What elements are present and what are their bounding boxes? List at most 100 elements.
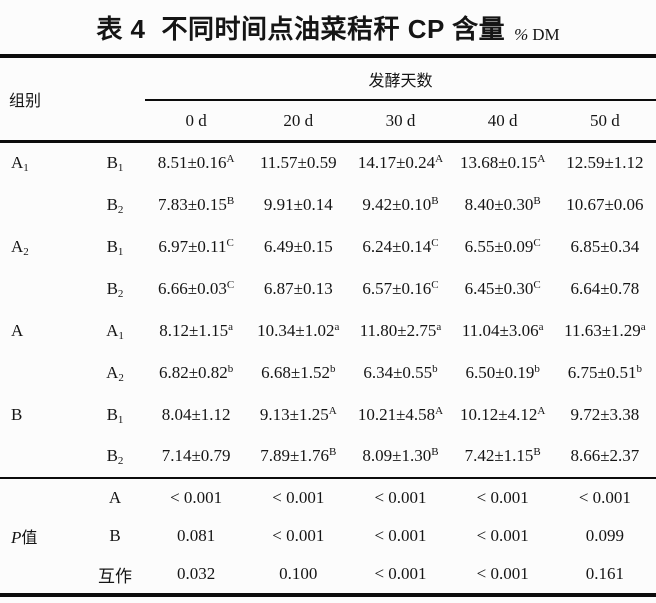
- cp-value-cell: 10.21±4.58A: [357, 404, 444, 424]
- cp-value-cell: 8.12±1.15a: [159, 320, 233, 340]
- cp-value-cell: 9.72±3.38: [570, 404, 640, 424]
- p-value-section: P值 A < 0.001 < 0.001 < 0.001 < 0.001 < 0.001 B 0…: [0, 476, 656, 595]
- p-value-cell: < 0.001: [476, 526, 529, 545]
- table-row: A1 B1 8.51±0.16A 11.57±0.59 14.17±0.24A 13.68…: [0, 142, 656, 184]
- cp-value-cell: 6.64±0.78: [570, 278, 640, 298]
- p-value-row: 互作 0.032 0.100 < 0.001 < 0.001 0.161: [0, 556, 656, 595]
- cp-value-cell: 8.66±2.37: [570, 446, 640, 465]
- group-label: A2: [11, 236, 29, 258]
- table-row: A A1 8.12±1.15a 10.34±1.02a 11.80±2.75a 11.04…: [0, 310, 656, 352]
- group-label: B: [11, 404, 23, 424]
- group-label: [0, 436, 85, 478]
- cp-value-cell: 11.80±2.75a: [359, 320, 442, 340]
- table-row: A2 6.82±0.82b 6.68±1.52b 6.34±0.55b 6.50±0.1…: [0, 352, 656, 394]
- header-row-span: 组别 发酵天数: [0, 56, 656, 143]
- cp-value-cell: 10.34±1.02a: [257, 320, 340, 340]
- cp-value-cell: 6.87±0.13: [263, 278, 333, 298]
- day-column-header-40d: 40 d: [451, 100, 554, 143]
- p-factor-label: B: [109, 526, 121, 545]
- cp-value-cell: 6.45±0.30C: [464, 278, 541, 298]
- subgroup-label: A2: [106, 362, 124, 384]
- cp-value-cell: 11.57±0.59: [259, 153, 337, 173]
- cp-value-cell: 6.50±0.19b: [465, 362, 540, 382]
- cp-value-cell: 10.12±4.12A: [460, 404, 546, 424]
- cp-value-cell: 6.24±0.14C: [362, 236, 439, 256]
- subgroup-label: B1: [106, 153, 124, 175]
- subgroup-label: B2: [106, 194, 124, 216]
- cp-value-cell: 6.49±0.15: [263, 236, 333, 256]
- cp-value-cell: 6.55±0.09C: [464, 236, 541, 256]
- p-value-cell: 0.100: [279, 564, 318, 583]
- cp-value-cell: 7.83±0.15B: [158, 194, 235, 214]
- day-column-header-30d: 30 d: [349, 100, 452, 143]
- p-value-cell: < 0.001: [272, 526, 325, 545]
- subgroup-label: B1: [106, 236, 124, 258]
- group-column-header: 组别: [0, 56, 146, 143]
- subgroup-label: B1: [106, 404, 124, 426]
- cp-value-cell: 6.75±0.51b: [567, 362, 643, 382]
- day-column-header-20d: 20 d: [247, 100, 350, 143]
- cp-value-cell: 9.13±1.25A: [259, 404, 337, 424]
- day-column-header-50d: 50 d: [553, 100, 656, 143]
- table-title-text: 不同时间点油菜秸秆 CP 含量: [161, 13, 506, 44]
- unit-label: % DM: [514, 25, 560, 45]
- p-value-cell: < 0.001: [349, 476, 452, 517]
- group-label: A1: [11, 153, 29, 175]
- p-value-cell: 0.161: [585, 564, 624, 583]
- table-row: A2 B1 6.97±0.11C 6.49±0.15 6.24±0.14C 6.55±0.…: [0, 226, 656, 268]
- p-value-cell: < 0.001: [374, 564, 427, 583]
- p-value-cell: 0.032: [176, 564, 216, 583]
- group-label: A: [11, 320, 24, 340]
- p-value-cell: < 0.001: [247, 476, 350, 517]
- fermentation-days-header: 发酵天数: [145, 56, 656, 101]
- cp-value-cell: 6.57±0.16C: [362, 278, 439, 298]
- subgroup-label: A1: [106, 320, 124, 342]
- cp-value-cell: 8.40±0.30B: [464, 194, 541, 214]
- cp-value-cell: 6.82±0.82b: [158, 362, 234, 382]
- cp-value-cell: 8.51±0.16A: [157, 153, 235, 173]
- cp-value-cell: 10.67±0.06: [566, 194, 644, 214]
- table-row: B2 7.83±0.15B 9.91±0.14 9.42±0.10B 8.40±0.30…: [0, 184, 656, 226]
- cp-content-table: 组别 发酵天数 0 d 20 d 30 d 40 d 50 d A1 B1 8.51…: [0, 54, 656, 597]
- cp-value-cell: 12.59±1.12: [566, 153, 644, 173]
- table-row: B2 7.14±0.79 7.89±1.76B 8.09±1.30B 7.42±1.15…: [0, 436, 656, 478]
- p-value-cell: < 0.001: [145, 476, 248, 517]
- cp-value-cell: 11.04±3.06a: [461, 320, 544, 340]
- unit-percent: %: [514, 25, 529, 44]
- table-number: 表 4: [96, 13, 146, 44]
- p-value-cell: 0.099: [585, 526, 624, 545]
- cp-value-cell: 6.68±1.52b: [261, 362, 336, 382]
- p-factor-label: A: [85, 476, 146, 517]
- cp-value-cell: 9.42±0.10B: [362, 194, 439, 214]
- cp-value-cell: 9.91±0.14: [263, 194, 333, 214]
- cp-value-cell: 14.17±0.24A: [357, 153, 444, 173]
- cp-value-cell: 7.14±0.79: [161, 446, 231, 465]
- day-column-header-0d: 0 d: [145, 100, 248, 143]
- header-row-days: 0 d 20 d 30 d 40 d 50 d: [0, 100, 656, 143]
- cp-value-cell: 11.63±1.29a: [564, 320, 646, 340]
- cp-value-cell: 8.09±1.30B: [362, 446, 439, 465]
- p-factor-label: 互作: [98, 566, 132, 586]
- cp-value-cell: 8.04±1.12: [161, 404, 231, 424]
- cp-value-cell: 6.66±0.03C: [158, 278, 235, 298]
- unit-dm: DM: [532, 25, 560, 44]
- p-value-cell: 0.081: [176, 526, 216, 545]
- p-value-cell: < 0.001: [476, 564, 529, 583]
- subgroup-label: B2: [106, 446, 124, 467]
- group-label: [0, 268, 85, 310]
- p-value-row: P值 A < 0.001 < 0.001 < 0.001 < 0.001 < 0.001: [0, 476, 656, 595]
- table-title: 表 4 不同时间点油菜秸秆 CP 含量: [96, 9, 505, 46]
- p-value-label: P值: [0, 476, 85, 595]
- cp-value-cell: 7.42±1.15B: [464, 446, 541, 465]
- table-row: B B1 8.04±1.12 9.13±1.25A 10.21±4.58A 10.12±4…: [0, 394, 656, 436]
- cp-value-cell: 13.68±0.15A: [460, 153, 546, 173]
- cp-value-cell: 6.85±0.34: [570, 236, 640, 256]
- table-head: 组别 发酵天数 0 d 20 d 30 d 40 d 50 d: [0, 56, 656, 143]
- table-body: A1 B1 8.51±0.16A 11.57±0.59 14.17±0.24A 13.68…: [0, 142, 656, 478]
- table-caption: 表 4 不同时间点油菜秸秆 CP 含量 % DM: [0, 0, 656, 54]
- cp-value-cell: 7.89±1.76B: [260, 446, 337, 465]
- p-value-row: B 0.081 < 0.001 < 0.001 < 0.001 0.099: [0, 517, 656, 556]
- group-label: [0, 184, 85, 226]
- subgroup-label: B2: [106, 278, 124, 300]
